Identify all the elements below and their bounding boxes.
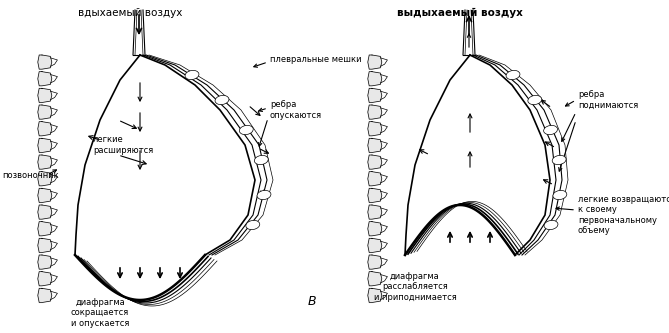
- Ellipse shape: [506, 70, 520, 80]
- Polygon shape: [368, 255, 382, 269]
- Text: легкие
расширяются: легкие расширяются: [93, 135, 153, 155]
- Ellipse shape: [528, 96, 542, 105]
- Ellipse shape: [215, 96, 229, 105]
- Polygon shape: [38, 55, 52, 69]
- Ellipse shape: [240, 126, 254, 135]
- Polygon shape: [38, 188, 52, 202]
- Polygon shape: [368, 105, 382, 119]
- Text: ребра
поднимаются: ребра поднимаются: [578, 90, 638, 110]
- Polygon shape: [368, 205, 382, 219]
- Polygon shape: [38, 288, 52, 302]
- Polygon shape: [368, 288, 382, 302]
- Ellipse shape: [552, 156, 566, 165]
- Text: плевральные мешки: плевральные мешки: [270, 56, 361, 65]
- Text: выдыхаемый воздух: выдыхаемый воздух: [397, 8, 523, 18]
- Polygon shape: [368, 55, 382, 69]
- Text: диафрагма
сокращается
и опускается: диафрагма сокращается и опускается: [71, 298, 129, 328]
- Polygon shape: [38, 205, 52, 219]
- Text: вдыхаемый воздух: вдыхаемый воздух: [78, 8, 182, 18]
- Ellipse shape: [544, 126, 557, 135]
- Ellipse shape: [553, 190, 567, 199]
- Polygon shape: [38, 122, 52, 136]
- Polygon shape: [38, 155, 52, 169]
- Polygon shape: [368, 222, 382, 236]
- Polygon shape: [368, 138, 382, 153]
- Polygon shape: [368, 172, 382, 186]
- Polygon shape: [368, 155, 382, 169]
- Polygon shape: [38, 138, 52, 153]
- Polygon shape: [38, 72, 52, 86]
- Polygon shape: [368, 188, 382, 202]
- Polygon shape: [38, 88, 52, 103]
- Text: В: В: [308, 295, 316, 308]
- Text: легкие возвращаются
к своему
первоначальному
объему: легкие возвращаются к своему первоначаль…: [578, 195, 669, 235]
- Polygon shape: [38, 238, 52, 252]
- Polygon shape: [38, 172, 52, 186]
- Ellipse shape: [254, 156, 268, 165]
- Polygon shape: [368, 72, 382, 86]
- Polygon shape: [368, 122, 382, 136]
- Text: диафрагма
расслабляется
и приподнимается: диафрагма расслабляется и приподнимается: [373, 272, 456, 302]
- Ellipse shape: [257, 190, 271, 199]
- Text: позвоночник: позвоночник: [2, 170, 59, 179]
- Ellipse shape: [185, 70, 199, 80]
- Polygon shape: [38, 272, 52, 286]
- Polygon shape: [38, 105, 52, 119]
- Polygon shape: [368, 272, 382, 286]
- Ellipse shape: [544, 220, 558, 229]
- Polygon shape: [38, 222, 52, 236]
- Polygon shape: [368, 88, 382, 103]
- Polygon shape: [368, 238, 382, 252]
- Polygon shape: [38, 255, 52, 269]
- Ellipse shape: [246, 220, 260, 229]
- Text: ребра
опускаются: ребра опускаются: [270, 100, 322, 120]
